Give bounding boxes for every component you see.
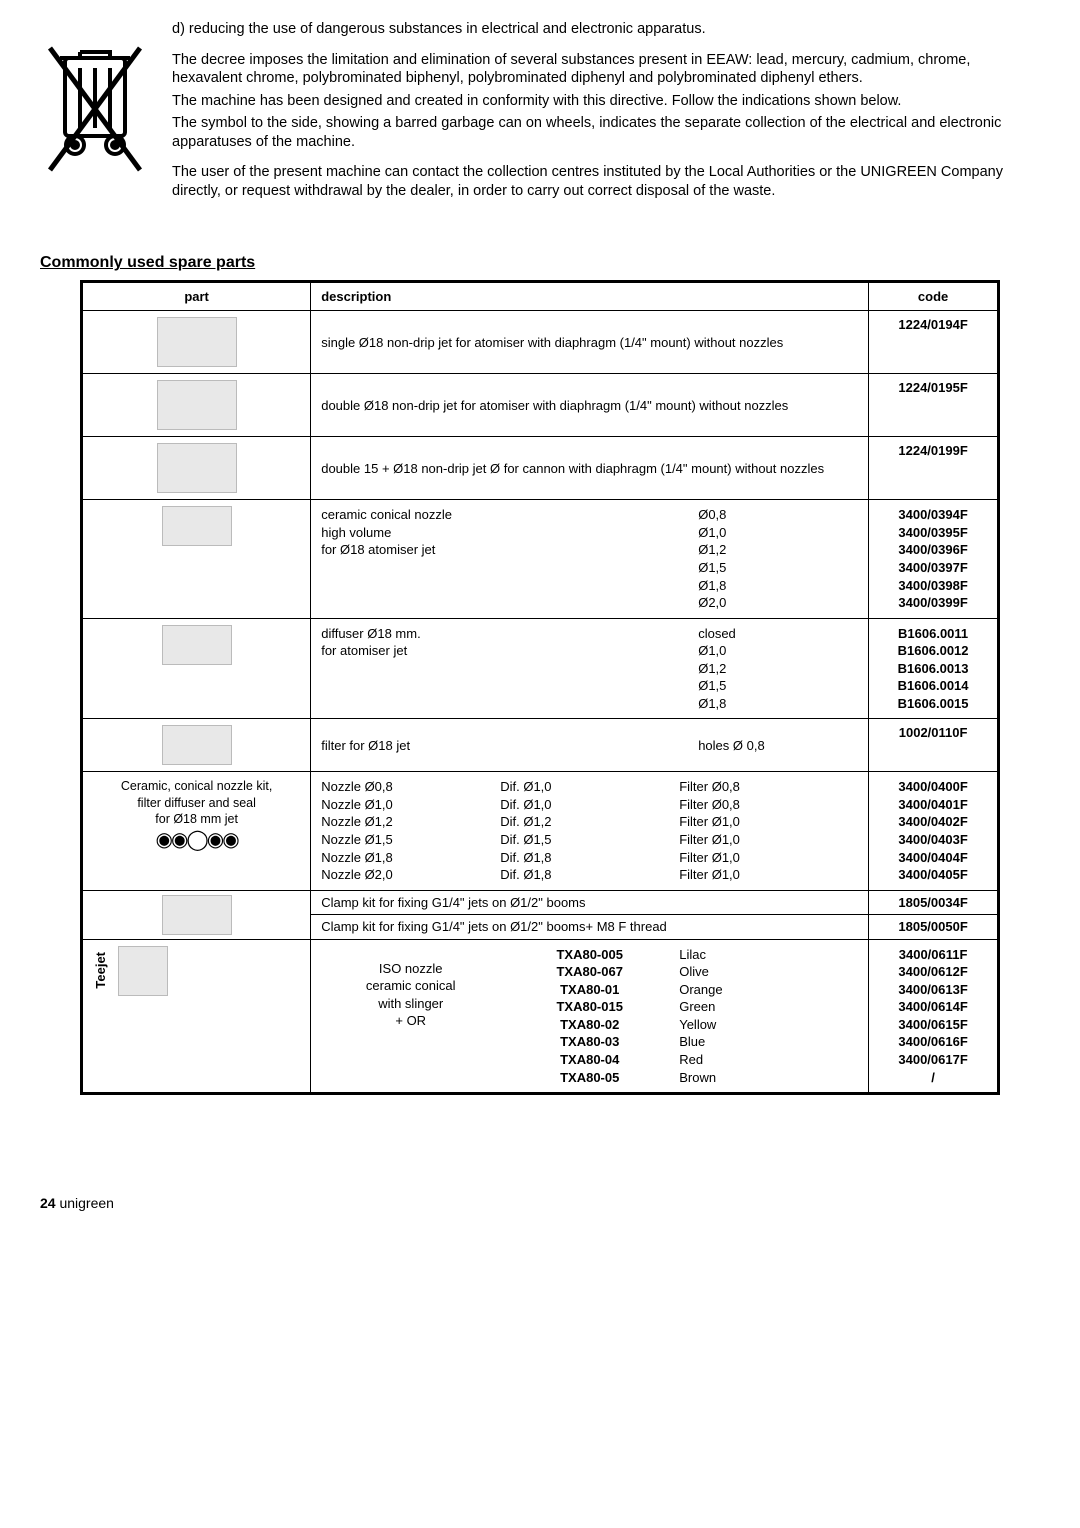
weee-bin-icon: [40, 20, 160, 204]
th-code: code: [869, 282, 999, 311]
table-row: Teejet ISO nozzle ceramic conical with s…: [82, 939, 999, 1093]
intro-para-3: The symbol to the side, showing a barred…: [172, 114, 1030, 151]
th-part: part: [82, 282, 311, 311]
col-dif: Dif. Ø1,0 Dif. Ø1,0 Dif. Ø1,2 Dif. Ø1,5 …: [500, 778, 679, 883]
desc-right: holes Ø 0,8: [698, 738, 858, 753]
part-image: [162, 725, 232, 765]
page-number: 24: [40, 1195, 56, 1211]
table-row: ceramic conical nozzle high volume for Ø…: [82, 500, 999, 618]
code-cell: 1002/0110F: [869, 719, 999, 772]
code-cell: 1224/0195F: [869, 374, 999, 437]
code-cell: 1224/0194F: [869, 311, 999, 374]
desc-cell: double 15 + Ø18 non-drip jet Ø for canno…: [311, 437, 869, 500]
part-image: [157, 380, 237, 430]
code-cell: 1224/0199F: [869, 437, 999, 500]
part-image: [118, 946, 168, 996]
intro-para-4: The user of the present machine can cont…: [172, 163, 1030, 200]
intro-text: d) reducing the use of dangerous substan…: [172, 20, 1030, 204]
intro-section: d) reducing the use of dangerous substan…: [40, 20, 1030, 204]
part-image: [162, 506, 232, 546]
desc-left: ceramic conical nozzle high volume for Ø…: [321, 506, 698, 611]
part-image: [162, 895, 232, 935]
desc-left: diffuser Ø18 mm. for atomiser jet: [321, 625, 698, 713]
part-image: [157, 443, 237, 493]
desc-cell: Clamp kit for fixing G1/4" jets on Ø1/2"…: [311, 915, 869, 940]
col-model: TXA80-005 TXA80-067 TXA80-01 TXA80-015 T…: [500, 946, 679, 1086]
table-row: Clamp kit for fixing G1/4" jets on Ø1/2"…: [82, 890, 999, 915]
col-left: ISO nozzle ceramic conical with slinger …: [321, 946, 500, 1086]
table-row: single Ø18 non-drip jet for atomiser wit…: [82, 311, 999, 374]
table-row: diffuser Ø18 mm. for atomiser jet closed…: [82, 618, 999, 719]
section-heading: Commonly used spare parts: [40, 254, 1030, 272]
teejet-label: Teejet: [93, 952, 108, 989]
part-image: [162, 625, 232, 665]
spare-parts-table: part description code single Ø18 non-dri…: [80, 280, 1000, 1095]
intro-para-1: The decree imposes the limitation and el…: [172, 51, 1030, 88]
nozzle-kit-icon: ◉◉◯◉◉: [93, 827, 300, 853]
intro-line-d: d) reducing the use of dangerous substan…: [172, 20, 1030, 39]
code-cell: 3400/0611F 3400/0612F 3400/0613F 3400/06…: [869, 939, 999, 1093]
col-filter: Filter Ø0,8 Filter Ø0,8 Filter Ø1,0 Filt…: [679, 778, 858, 883]
code-cell: 3400/0394F 3400/0395F 3400/0396F 3400/03…: [869, 500, 999, 618]
code-cell: B1606.0011 B1606.0012 B1606.0013 B1606.0…: [869, 618, 999, 719]
intro-para-2: The machine has been designed and create…: [172, 92, 1030, 111]
desc-right: Ø0,8 Ø1,0 Ø1,2 Ø1,5 Ø1,8 Ø2,0: [698, 506, 858, 611]
col-nozzle: Nozzle Ø0,8 Nozzle Ø1,0 Nozzle Ø1,2 Nozz…: [321, 778, 500, 883]
code-cell: 1805/0034F: [869, 890, 999, 915]
table-row: filter for Ø18 jet holes Ø 0,8 1002/0110…: [82, 719, 999, 772]
table-row: Ceramic, conical nozzle kit, filter diff…: [82, 772, 999, 890]
desc-cell: Clamp kit for fixing G1/4" jets on Ø1/2"…: [311, 890, 869, 915]
part-image: [157, 317, 237, 367]
desc-right: closed Ø1,0 Ø1,2 Ø1,5 Ø1,8: [698, 625, 858, 713]
desc-left: filter for Ø18 jet: [321, 738, 698, 753]
th-desc: description: [311, 282, 869, 311]
footer-brand: unigreen: [56, 1195, 114, 1211]
page-footer: 24 unigreen: [40, 1195, 1030, 1211]
table-row: double 15 + Ø18 non-drip jet Ø for canno…: [82, 437, 999, 500]
col-color: Lilac Olive Orange Green Yellow Blue Red…: [679, 946, 858, 1086]
part-text: Ceramic, conical nozzle kit, filter diff…: [93, 778, 300, 853]
desc-cell: single Ø18 non-drip jet for atomiser wit…: [311, 311, 869, 374]
code-cell: 3400/0400F 3400/0401F 3400/0402F 3400/04…: [869, 772, 999, 890]
code-cell: 1805/0050F: [869, 915, 999, 940]
desc-cell: double Ø18 non-drip jet for atomiser wit…: [311, 374, 869, 437]
table-row: double Ø18 non-drip jet for atomiser wit…: [82, 374, 999, 437]
